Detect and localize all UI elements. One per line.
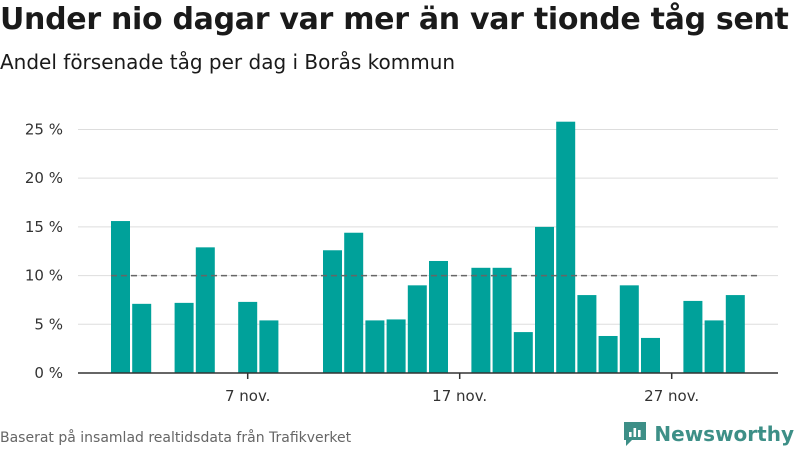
y-tick-label: 10 % xyxy=(25,267,63,285)
bar xyxy=(704,320,724,373)
bar xyxy=(323,250,342,373)
bar-chart: 0 % 5 % 10 % 15 % 20 % 25 % 7 nov. 17 nov. 27 no… xyxy=(25,120,778,405)
bar xyxy=(238,301,258,373)
bar xyxy=(407,285,427,373)
bar xyxy=(344,232,364,373)
y-tick-label: 0 % xyxy=(34,364,63,382)
y-tick-label: 20 % xyxy=(25,169,63,187)
bar xyxy=(174,302,194,373)
bar xyxy=(725,295,745,373)
bar xyxy=(259,320,279,373)
x-tick-label: 27 nov. xyxy=(644,387,699,405)
bar xyxy=(598,335,618,373)
y-tick-label: 15 % xyxy=(25,218,63,236)
newsworthy-logo-icon xyxy=(624,422,647,446)
x-tick-label: 7 nov. xyxy=(225,387,270,405)
brand-name: Newsworthy xyxy=(654,422,794,446)
brand-logo: Newsworthy xyxy=(622,419,794,449)
chart-title: Under nio dagar var mer än var tionde tå… xyxy=(0,2,789,37)
bar xyxy=(577,295,597,373)
x-tick-label: 17 nov. xyxy=(432,387,487,405)
source-note: Baserat på insamlad realtidsdata från Tr… xyxy=(0,430,352,446)
bar xyxy=(471,267,491,373)
bar xyxy=(513,332,533,373)
bar xyxy=(683,300,703,373)
y-tick-label: 5 % xyxy=(34,315,63,333)
bar xyxy=(535,226,554,373)
bar xyxy=(195,247,215,373)
bar xyxy=(556,121,576,373)
bar xyxy=(365,320,385,373)
bar xyxy=(641,337,660,373)
bar xyxy=(619,285,639,373)
bar xyxy=(111,221,130,373)
bar xyxy=(132,303,152,373)
bar xyxy=(492,267,512,373)
chart-subtitle: Andel försenade tåg per dag i Borås komm… xyxy=(0,50,456,74)
bar xyxy=(429,260,448,373)
bar xyxy=(386,319,406,373)
y-tick-label: 25 % xyxy=(25,120,63,138)
